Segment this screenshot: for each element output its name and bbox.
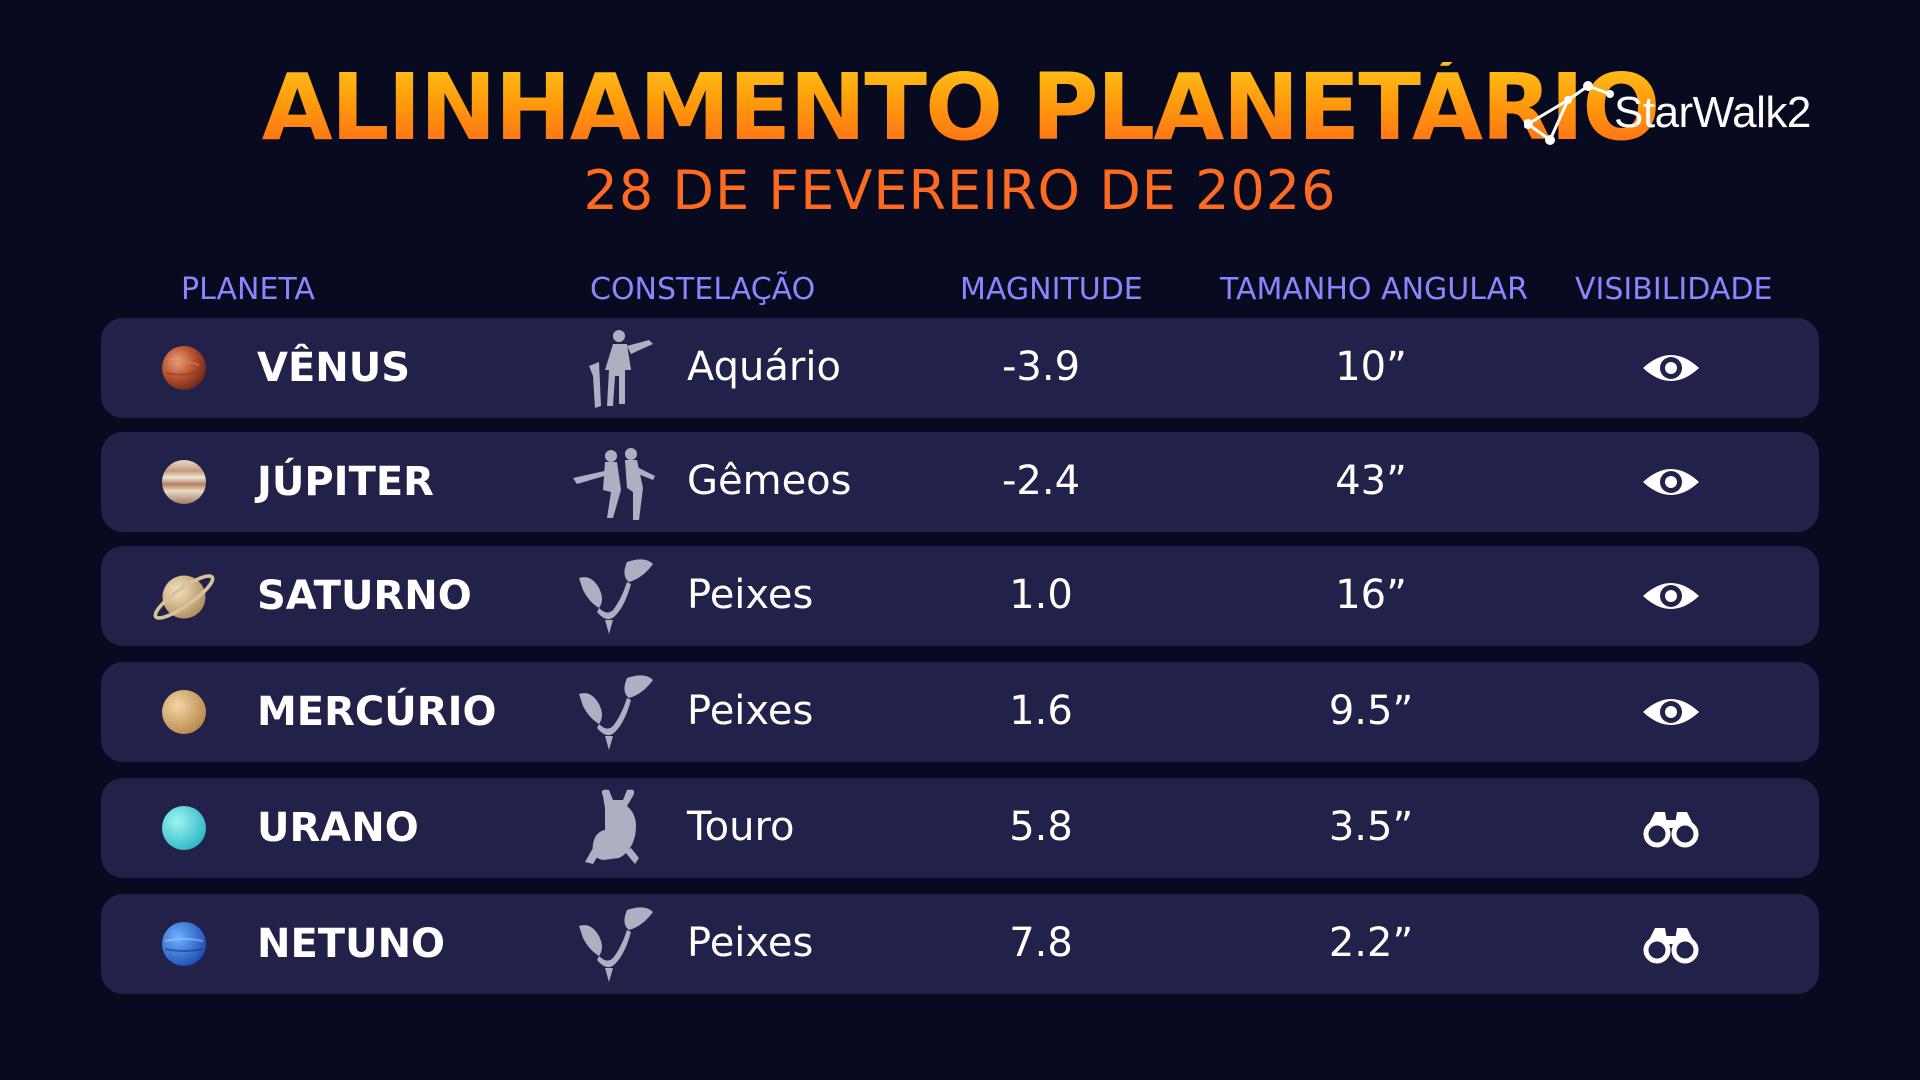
magnitude-value: 1.0 xyxy=(1009,572,1073,618)
column-header-planet: PLANETA xyxy=(181,272,315,307)
constellation-name: Gêmeos xyxy=(687,458,852,504)
magnitude-value: -3.9 xyxy=(1001,344,1081,390)
constellation-name: Touro xyxy=(687,804,795,850)
column-header-magnitude: MAGNITUDE xyxy=(960,272,1143,307)
angular-size-value: 9.5” xyxy=(1328,688,1414,734)
neptune-icon xyxy=(162,922,206,966)
planet-name: URANO xyxy=(257,805,419,851)
constellation-logo-icon xyxy=(1524,81,1614,145)
aquarius-icon xyxy=(589,330,653,408)
angular-size-value: 43” xyxy=(1335,458,1407,504)
page-title: ALINHAMENTO PLANETÁRIO xyxy=(0,62,1920,154)
constellation-name: Peixes xyxy=(687,688,814,734)
table-row: VÊNUS Aquário -3.9 10” xyxy=(101,318,1819,418)
constellation-name: Peixes xyxy=(687,572,814,618)
angular-size-value: 10” xyxy=(1335,344,1407,390)
pisces-icon xyxy=(579,675,653,750)
eye-icon xyxy=(1643,583,1699,609)
magnitude-value: 5.8 xyxy=(1009,804,1073,850)
table-row: MERCÚRIO Peixes 1.6 9.5” xyxy=(101,662,1819,762)
starwalk-logo: StarWalk2 xyxy=(1524,78,1824,148)
saturn-icon xyxy=(153,574,215,620)
venus-icon xyxy=(162,346,206,390)
magnitude-value: 7.8 xyxy=(1009,920,1073,966)
jupiter-icon xyxy=(162,460,206,504)
taurus-icon xyxy=(585,789,639,864)
pisces-icon xyxy=(579,907,653,982)
column-header-angular-size: TAMANHO ANGULAR xyxy=(1220,272,1529,307)
binoculars-icon xyxy=(1643,812,1699,848)
gemini-icon xyxy=(573,448,655,520)
logo-text: StarWalk2 xyxy=(1614,88,1811,137)
planet-name: JÚPITER xyxy=(257,459,434,505)
mercury-icon xyxy=(162,690,206,734)
column-header-constellation: CONSTELAÇÃO xyxy=(590,272,816,307)
angular-size-value: 2.2” xyxy=(1328,920,1414,966)
planet-name: MERCÚRIO xyxy=(257,689,497,735)
magnitude-value: -2.4 xyxy=(1001,458,1081,504)
table-row: NETUNO Peixes 7.8 2.2” xyxy=(101,894,1819,994)
magnitude-value: 1.6 xyxy=(1009,688,1073,734)
planet-name: VÊNUS xyxy=(257,345,411,391)
eye-icon xyxy=(1643,355,1699,381)
table-row: JÚPITER Gêmeos -2.4 43” xyxy=(101,432,1819,532)
column-header-visibility: VISIBILIDADE xyxy=(1575,272,1773,307)
table-row: URANO Touro 5.8 3.5” xyxy=(101,778,1819,878)
binoculars-icon xyxy=(1643,928,1699,964)
planet-name: SATURNO xyxy=(257,573,472,619)
pisces-icon xyxy=(579,559,653,634)
angular-size-value: 16” xyxy=(1335,572,1407,618)
planet-name: NETUNO xyxy=(257,921,446,967)
eye-icon xyxy=(1643,469,1699,495)
eye-icon xyxy=(1643,699,1699,725)
angular-size-value: 3.5” xyxy=(1328,804,1414,850)
constellation-name: Peixes xyxy=(687,920,814,966)
page-subtitle: 28 DE FEVEREIRO DE 2026 xyxy=(583,159,1337,222)
table-row: SATURNO Peixes 1.0 16” xyxy=(101,546,1819,646)
uranus-icon xyxy=(162,806,206,850)
constellation-name: Aquário xyxy=(687,344,841,390)
